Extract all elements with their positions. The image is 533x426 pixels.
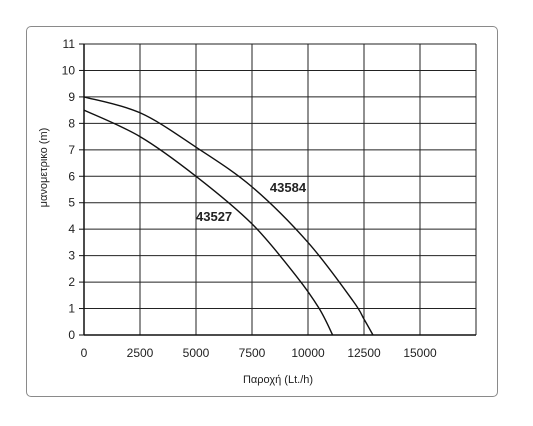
x-tick-label: 12500 [347,346,381,360]
y-tick-label: 10 [62,63,76,77]
y-tick-label: 1 [68,302,75,316]
x-tick-label: 2500 [127,346,154,360]
y-tick-label: 8 [68,116,75,130]
y-tick-label: 4 [68,222,75,236]
y-tick-label: 7 [68,143,75,157]
y-tick-label: 3 [68,249,75,263]
curve-label-43527: 43527 [196,209,232,224]
y-tick-label: 2 [68,275,75,289]
curve-labels: 43584 43527 [196,180,307,224]
x-tick-label: 0 [81,346,88,360]
curve-label-43584: 43584 [270,180,307,195]
y-tick-label: 0 [68,328,75,342]
series-43527-curve [83,109,334,336]
y-tick-label: 9 [68,90,75,104]
series-curves [83,96,374,336]
x-tick-label: 5000 [183,346,210,360]
chart-frame [26,26,498,397]
x-tick-label: 10000 [291,346,325,360]
x-tick-label: 15000 [403,346,437,360]
y-tick-label: 6 [68,169,75,183]
x-tick-label: 7500 [239,346,266,360]
axes [79,43,476,336]
y-tick-label: 11 [63,37,76,51]
tick-labels: 0 1 2 3 4 5 6 7 8 9 10 11 0 2500 5000 7500 10000 12500 150… [62,37,437,360]
y-tick-label: 5 [68,196,75,210]
x-axis-title: Παροχή (Lt./h) [243,374,313,386]
y-axis-title: μανομετρικο (m) [38,128,50,208]
series-43584-curve [83,96,374,336]
grid [84,43,477,335]
